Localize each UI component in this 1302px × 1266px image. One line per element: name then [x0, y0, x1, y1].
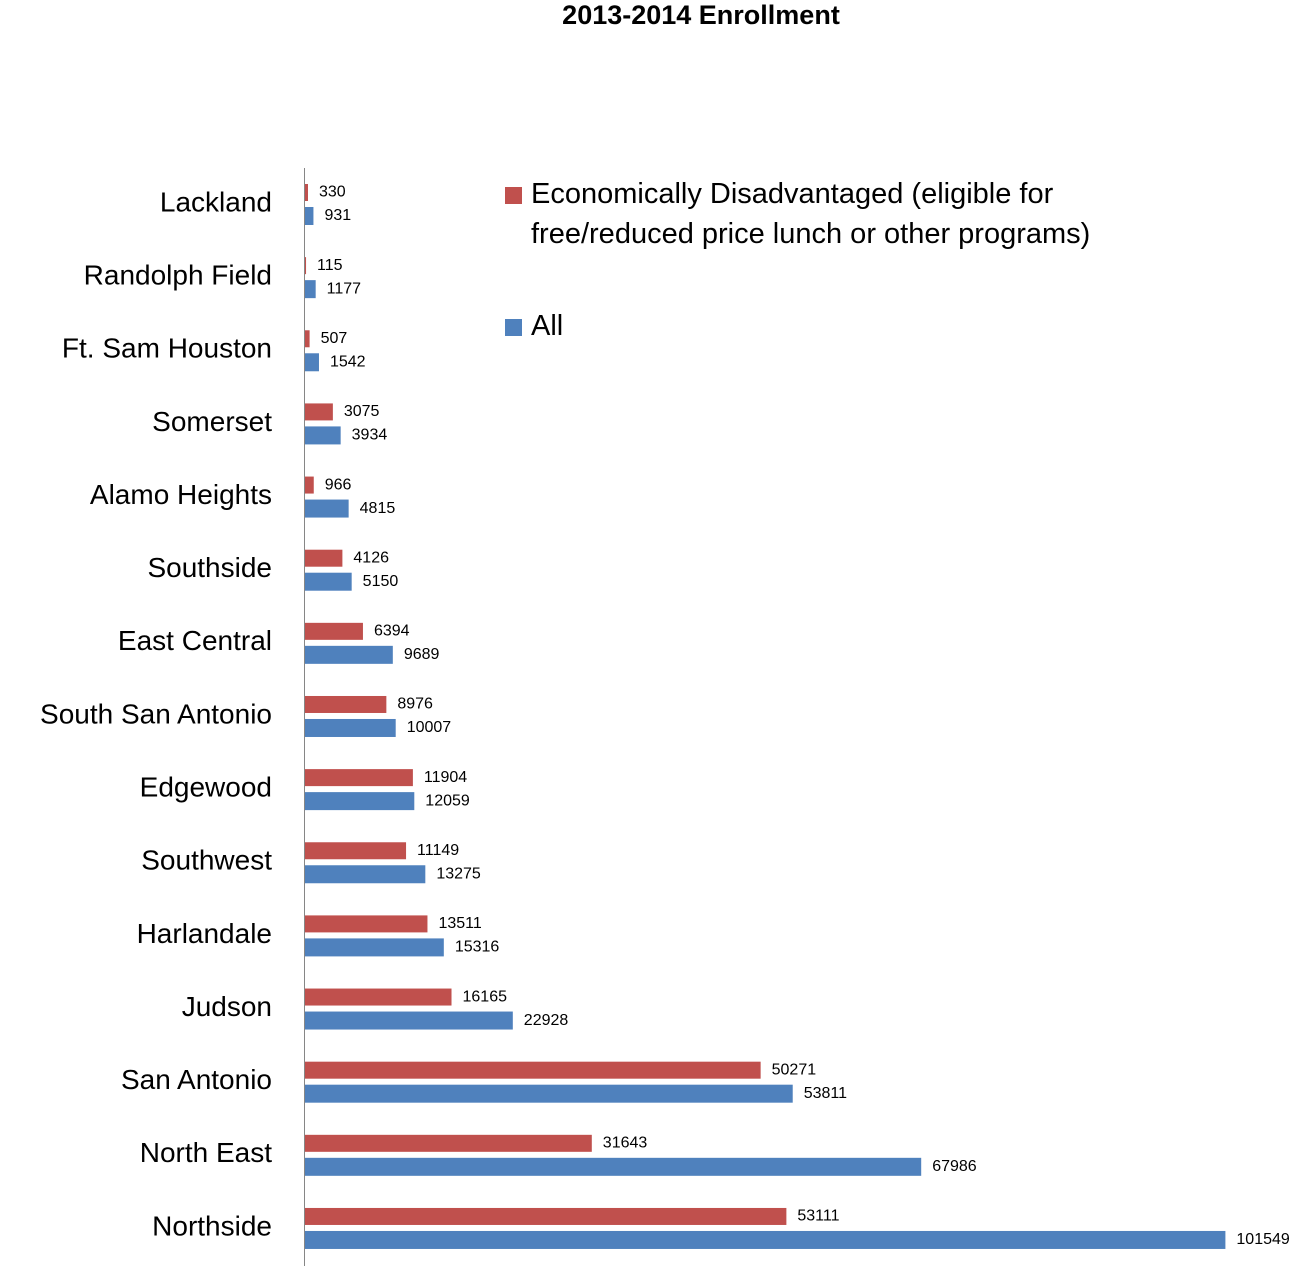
value-label: 115 — [317, 257, 343, 274]
bar — [305, 1207, 787, 1225]
value-label: 507 — [321, 330, 348, 347]
bar — [305, 499, 349, 518]
value-label: 931 — [324, 207, 351, 224]
y-tick-label: Randolph Field — [84, 260, 272, 291]
bar — [305, 988, 452, 1006]
value-label: 966 — [325, 476, 352, 493]
bar — [305, 426, 341, 445]
bar — [305, 865, 426, 884]
y-tick-label: San Antonio — [121, 1064, 272, 1095]
value-label: 11904 — [424, 769, 467, 786]
bar — [305, 1084, 793, 1103]
value-label: 12059 — [425, 792, 470, 809]
bar — [305, 403, 333, 421]
legend-label: All — [531, 310, 564, 342]
value-label: 16165 — [463, 988, 508, 1005]
bar — [305, 280, 316, 299]
value-label: 53811 — [804, 1085, 847, 1102]
bar — [305, 769, 413, 787]
value-label: 1177 — [327, 280, 362, 297]
bar — [305, 549, 343, 567]
y-tick-label: Alamo Heights — [90, 479, 272, 510]
value-label: 5150 — [363, 573, 399, 590]
value-label: 8976 — [397, 696, 433, 713]
value-label: 101549 — [1236, 1231, 1289, 1248]
value-label: 4815 — [360, 500, 396, 517]
bar — [305, 842, 407, 860]
bar — [305, 257, 307, 275]
legend-item: All — [505, 306, 1195, 346]
bar — [305, 1134, 592, 1152]
bar — [305, 792, 415, 811]
value-label: 6394 — [374, 623, 410, 640]
bar — [305, 695, 387, 713]
y-tick-label: Edgewood — [140, 772, 272, 803]
y-tick-label: Harlandale — [137, 918, 272, 949]
bar — [305, 938, 444, 957]
value-label: 11149 — [417, 842, 459, 859]
bar — [305, 353, 319, 372]
chart-title: 2013-2014 Enrollment — [562, 0, 840, 30]
y-tick-label: Lackland — [160, 186, 272, 217]
y-tick-label: Somerset — [152, 406, 272, 437]
value-label: 9689 — [404, 646, 440, 663]
legend-swatch — [505, 187, 522, 204]
value-label: 53111 — [797, 1208, 839, 1225]
value-label: 1542 — [330, 353, 366, 370]
y-tick-label: Northside — [152, 1210, 272, 1241]
value-label: 3075 — [344, 403, 380, 420]
value-label: 31643 — [603, 1135, 648, 1152]
bar — [305, 718, 396, 737]
value-label: 13275 — [436, 865, 481, 882]
bar — [305, 915, 428, 933]
legend: Economically Disadvantaged (eligible for… — [505, 174, 1195, 398]
legend-swatch — [505, 319, 522, 336]
value-label: 4126 — [353, 549, 389, 566]
y-tick-label: North East — [140, 1137, 272, 1168]
y-tick-label: East Central — [118, 625, 272, 656]
y-tick-label: Southwest — [141, 845, 272, 876]
value-label: 22928 — [524, 1012, 569, 1029]
bar — [305, 622, 363, 640]
value-label: 330 — [319, 184, 346, 201]
bar — [305, 184, 308, 201]
legend-label: Economically Disadvantaged (eligible for… — [531, 178, 1091, 250]
value-label: 13511 — [438, 915, 481, 932]
y-tick-label: South San Antonio — [40, 698, 272, 729]
bar — [305, 330, 310, 348]
legend-item: Economically Disadvantaged (eligible for… — [505, 174, 1195, 254]
value-label: 3934 — [352, 427, 388, 444]
value-label: 10007 — [407, 719, 452, 736]
bar — [305, 645, 393, 664]
bar — [305, 1230, 1226, 1249]
y-tick-label: Judson — [182, 991, 272, 1022]
bar — [305, 476, 314, 494]
value-label: 15316 — [455, 939, 500, 956]
bar — [305, 207, 314, 225]
bar — [305, 1061, 761, 1079]
value-label: 67986 — [932, 1158, 977, 1175]
y-tick-label: Ft. Sam Houston — [62, 333, 272, 364]
bar — [305, 1157, 922, 1176]
bar — [305, 1011, 513, 1030]
value-label: 50271 — [772, 1061, 817, 1078]
bar — [305, 572, 352, 591]
y-tick-label: Southside — [147, 552, 272, 583]
